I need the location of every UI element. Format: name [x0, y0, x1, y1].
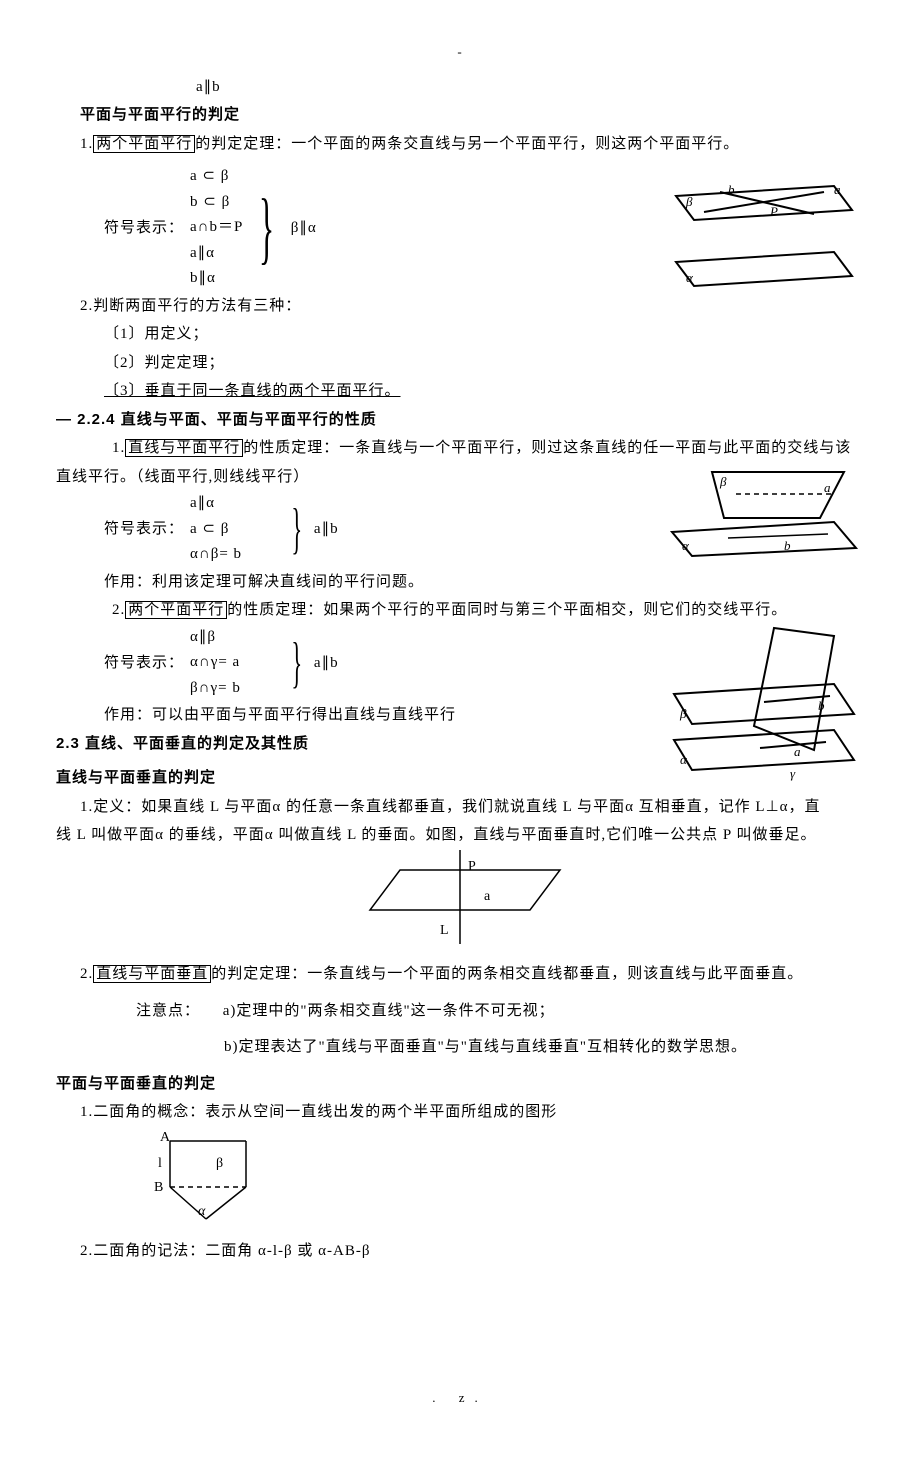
fig2-alpha: α — [682, 538, 690, 553]
theorem-1: 1.两个平面平行的判定定理：一个平面的两条交直线与另一个平面平行，则这两个平面平… — [56, 130, 864, 159]
t6-text: 的判定定理：一条直线与一个平面的两条相交直线都垂直，则该直线与此平面垂直。 — [211, 966, 803, 982]
fig2-b: b — [784, 538, 792, 553]
t1-boxed: 两个平面平行 — [93, 135, 195, 153]
fig2-a: a — [824, 480, 832, 495]
fig5-B: B — [154, 1180, 164, 1195]
note-label: 注意点： — [136, 1003, 200, 1019]
note-row-a: 注意点： a)定理中的"两条相交直线"这一条件不可无视； — [56, 997, 864, 1026]
fig3-gamma: γ — [790, 766, 796, 781]
t4-box: 两个平面平行 — [125, 601, 227, 619]
s2-r: a∥b — [314, 515, 339, 544]
fig5-A: A — [160, 1130, 171, 1145]
fig5-l: l — [158, 1156, 163, 1171]
fig4-a: a — [484, 889, 491, 904]
s1-r: β∥α — [291, 214, 317, 243]
methods-intro: 2.判断两面平行的方法有三种： — [56, 292, 864, 321]
dihedral-notation: 2.二面角的记法：二面角 α-l-β 或 α-AB-β — [56, 1237, 864, 1266]
t4: 2.两个平面平行的性质定理：如果两个平行的平面同时与第三个平面相交，则它们的交线… — [56, 596, 864, 625]
sym-label-2: 符号表示： — [104, 515, 184, 544]
figure-two-parallel-planes-icon: β α b a γ — [664, 622, 864, 782]
t3-box: 直线与平面平行 — [125, 439, 243, 457]
figure-dihedral-wrap: A B l β α — [56, 1127, 864, 1238]
t3-pre: 1. — [112, 440, 125, 456]
heading-plane-perp: 平面与平面垂直的判定 — [56, 1070, 864, 1099]
sym-label-1: 符号表示： — [104, 214, 184, 243]
page-footer: . z. — [56, 1386, 864, 1411]
method-3: 〔3〕垂直于同一条直线的两个平面平行。 — [56, 377, 864, 406]
top-dash: - — [56, 40, 864, 65]
brace-icon-3: } — [290, 649, 304, 677]
s2-l3: α∩β= b — [190, 542, 280, 568]
fig1-b: b — [728, 182, 736, 197]
note-b: b)定理表达了"直线与平面垂直"与"直线与直线垂直"互相转化的数学思想。 — [56, 1033, 864, 1062]
s3-l1: α∥β — [190, 625, 280, 651]
figure-perp-wrap: P a L — [56, 850, 864, 961]
figure-perpendicular-icon: P a L — [340, 850, 580, 950]
note-a: a)定理中的"两条相交直线"这一条件不可无视； — [223, 1003, 555, 1019]
fig3-b: b — [818, 698, 826, 713]
s1-l2: b ⊂ β — [190, 190, 243, 216]
theorem-plane-plane-prop: 2.两个平面平行的性质定理：如果两个平行的平面同时与第三个平面相交，则它们的交线… — [56, 596, 864, 730]
fig3-alpha: α — [680, 752, 688, 767]
fig5-alpha: α — [198, 1204, 206, 1219]
theorem-line-plane-row: 1.直线与平面平行的性质定理：一条直线与一个平面平行，则过这条直线的任一平面与此… — [56, 434, 864, 596]
fig1-a: a — [834, 182, 842, 197]
s3-r: a∥b — [314, 649, 339, 678]
fig3-a: a — [794, 744, 802, 759]
fig4-P: P — [468, 859, 477, 874]
figure-two-planes-icon: a b P β α — [664, 164, 864, 294]
def-1a: 1.定义：如果直线 L 与平面α 的任意一条直线都垂直，我们就说直线 L 与平面… — [56, 793, 864, 822]
s2-l2: a ⊂ β — [190, 517, 280, 543]
s1-l1: a ⊂ β — [190, 164, 243, 190]
t3-text: 的性质定理：一条直线与一个平面平行，则过这条直线的任一平面与此平面的交线与该 — [243, 440, 851, 456]
fig2-beta: β — [719, 474, 727, 489]
figure-line-plane-icon: β a α b — [664, 464, 864, 564]
fig3-beta: β — [679, 706, 687, 721]
line-ab: a∥b — [56, 73, 864, 102]
fig5-beta: β — [216, 1156, 224, 1171]
def-1b: 线 L 叫做平面α 的垂线，平面α 叫做直线 L 的垂面。如图，直线与平面垂直时… — [56, 821, 864, 850]
theorem-line-plane: 1.直线与平面平行的性质定理：一条直线与一个平面平行，则过这条直线的任一平面与此… — [56, 434, 864, 463]
page-container: - a∥b 平面与平面平行的判定 1.两个平面平行的判定定理：一个平面的两条交直… — [0, 0, 920, 1460]
sym-label-3: 符号表示： — [104, 649, 184, 678]
method-1: 〔1〕用定义； — [56, 320, 864, 349]
heading-plane-plane-parallel: 平面与平面平行的判定 — [56, 101, 864, 130]
brace-icon-2: } — [290, 515, 304, 543]
fig4-L: L — [440, 923, 450, 938]
fig1-alpha: α — [686, 270, 694, 285]
fig1-beta: β — [685, 194, 693, 209]
method-2: 〔2〕判定定理； — [56, 349, 864, 378]
t6-box: 直线与平面垂直 — [93, 965, 211, 983]
theorem-1-row: 1.两个平面平行的判定定理：一个平面的两条交直线与另一个平面平行，则这两个平面平… — [56, 130, 864, 292]
t1-text: 的判定定理：一个平面的两条交直线与另一个平面平行，则这两个平面平行。 — [195, 136, 739, 152]
brace-icon: } — [258, 208, 277, 248]
figure-dihedral-icon: A B l β α — [136, 1127, 286, 1227]
fig1-p: P — [769, 204, 779, 219]
dihedral-def: 1.二面角的概念：表示从空间一直线出发的两个半平面所组成的图形 — [56, 1098, 864, 1127]
heading-224: — 2.2.4 直线与平面、平面与平面平行的性质 — [56, 406, 864, 435]
t4-text: 的性质定理：如果两个平行的平面同时与第三个平面相交，则它们的交线平行。 — [227, 602, 787, 618]
theorem-perp: 2.直线与平面垂直的判定定理：一条直线与一个平面的两条相交直线都垂直，则该直线与… — [56, 960, 864, 989]
s1-l3: a∩b＝P — [190, 215, 243, 241]
s3-l3: β∩γ= b — [190, 676, 280, 702]
t4-pre: 2. — [112, 602, 125, 618]
s2-l1: a∥α — [190, 491, 280, 517]
s1-l5: b∥α — [190, 266, 243, 292]
t3-use: 作用：利用该定理可解决直线间的平行问题。 — [56, 568, 864, 597]
t6-pre: 2. — [80, 966, 93, 982]
s1-l4: a∥α — [190, 241, 243, 267]
s3-l2: α∩γ= a — [190, 650, 280, 676]
t1-prefix: 1. — [80, 136, 93, 152]
